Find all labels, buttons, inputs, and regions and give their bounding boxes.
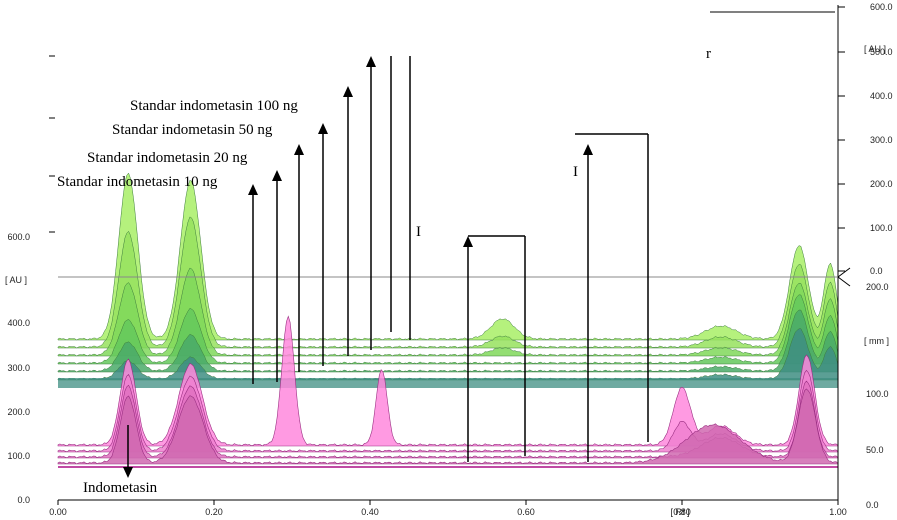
annotation-arrow-head <box>318 123 328 134</box>
left-tick-label: 400.0 <box>7 318 30 328</box>
annotation-arrow-head <box>248 184 258 195</box>
right-upper-tick-label: 300.0 <box>870 135 893 145</box>
sample-track-area <box>57 388 839 465</box>
annotation-label: Standar indometasin 20 ng <box>87 150 248 166</box>
annotation-arrow-head <box>123 467 133 478</box>
right-upper-tick-label: 0.0 <box>870 266 883 276</box>
axes <box>58 5 851 501</box>
x-axis-label: [ Rf ] <box>670 507 689 517</box>
x-tick-label: 0.40 <box>361 507 379 517</box>
left-tick-label: 600.0 <box>7 232 30 242</box>
right-upper-axis-label: [ AU ] <box>864 44 886 54</box>
axis-break-mark <box>837 267 851 278</box>
right-upper-tick-label: 500.0 <box>870 47 893 57</box>
axis-break-mark <box>837 276 851 287</box>
left-tick-label: 300.0 <box>7 363 30 373</box>
right-lower-axis-label: [ mm ] <box>864 336 889 346</box>
annotation-label: Indometasin <box>83 480 158 496</box>
standard-baseline-band <box>58 378 838 388</box>
partial-label: I <box>573 164 578 180</box>
densitogram-layers <box>57 172 839 468</box>
annotation-arrow-head <box>463 236 473 247</box>
right-lower-tick-label: 0.0 <box>866 500 879 510</box>
x-tick-label: 0.60 <box>517 507 535 517</box>
annotation-arrow-head <box>366 56 376 67</box>
right-upper-tick-label: 600.0 <box>870 2 893 12</box>
annotation-arrow-head <box>583 144 593 155</box>
annotation-label: Standar indometasin 50 ng <box>112 122 273 138</box>
x-tick-label: 0.20 <box>205 507 223 517</box>
partial-label: I <box>416 224 421 240</box>
partial-label: r <box>706 46 711 62</box>
right-upper-tick-label: 100.0 <box>870 223 893 233</box>
annotations: Standar indometasin 10 ng Standar indomet… <box>57 46 711 496</box>
right-lower-tick-label: 200.0 <box>866 282 889 292</box>
left-tick-label: 100.0 <box>7 451 30 461</box>
right-upper-tick-label: 200.0 <box>870 179 893 189</box>
annotation-label: Standar indometasin 10 ng <box>57 174 218 190</box>
x-tick-label: 1.00 <box>829 507 847 517</box>
x-tick-label: 0.80 <box>673 507 691 517</box>
right-lower-tick-label: 100.0 <box>866 389 889 399</box>
tick-labels: 0.00 0.20 0.40 0.60 0.80 1.00 [ Rf ] 0.0 100.0 20… <box>5 2 893 517</box>
annotation-label: Standar indometasin 100 ng <box>130 98 298 114</box>
left-axis-label: [ AU ] <box>5 275 27 285</box>
annotation-arrow-head <box>272 170 282 181</box>
right-lower-tick-label: 50.0 <box>866 445 884 455</box>
annotation-arrow-head <box>343 86 353 97</box>
right-upper-tick-label: 400.0 <box>870 91 893 101</box>
sample-baseline <box>58 466 838 468</box>
left-tick-label: 200.0 <box>7 407 30 417</box>
left-tick-label: 0.0 <box>17 495 30 505</box>
x-tick-label: 0.00 <box>49 507 67 517</box>
annotation-arrow-head <box>294 144 304 155</box>
